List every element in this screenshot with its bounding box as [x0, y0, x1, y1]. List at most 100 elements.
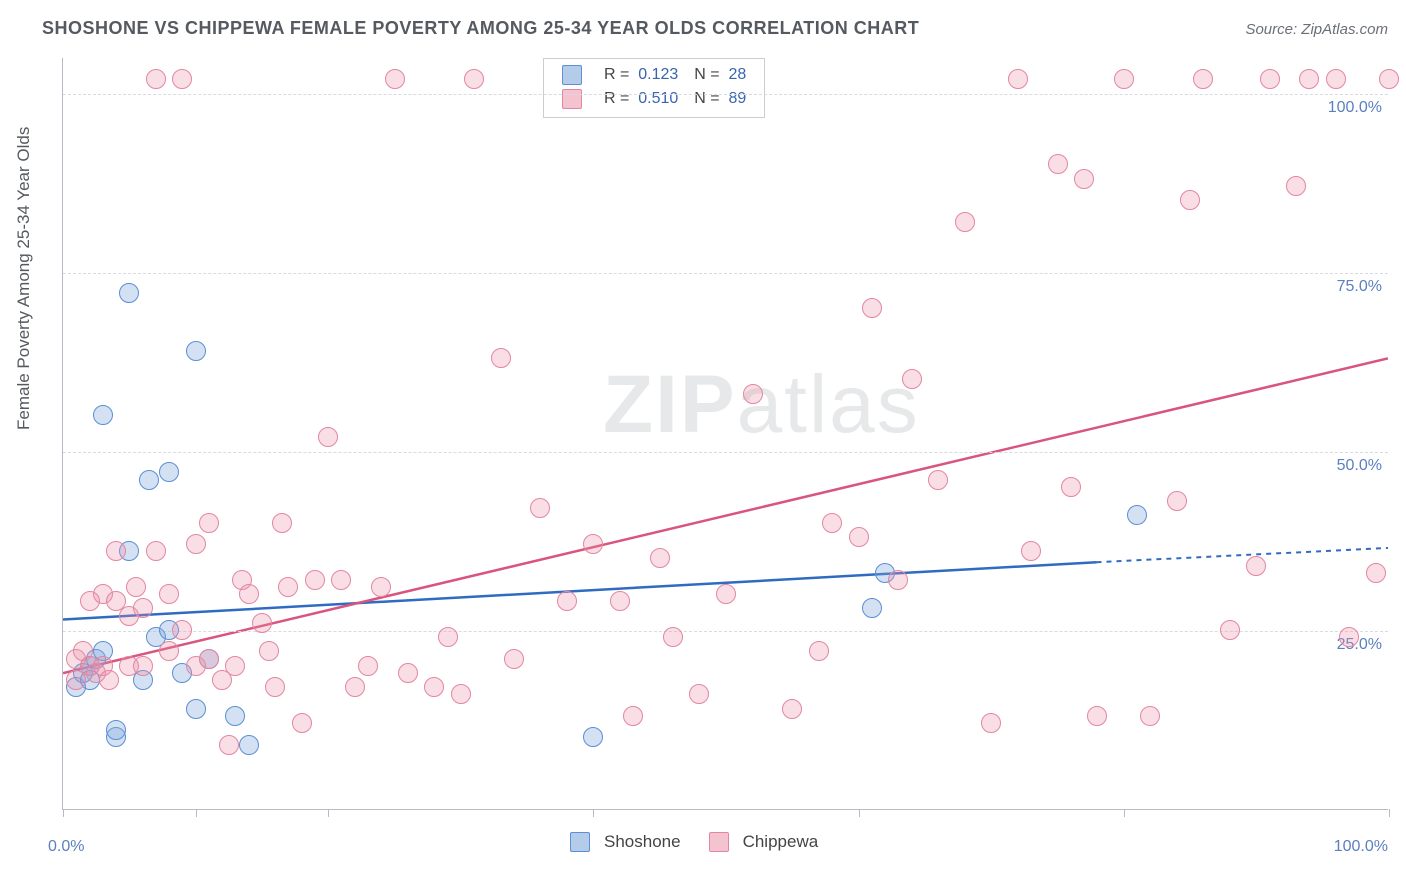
source-label: Source: ZipAtlas.com — [1245, 21, 1388, 38]
y-tick-label: 50.0% — [1337, 457, 1382, 475]
r-value-shoshone: 0.123 — [638, 66, 678, 83]
data-point — [955, 212, 975, 232]
data-point — [331, 570, 351, 590]
x-tick-label-max: 100.0% — [1334, 838, 1388, 856]
trend-line — [63, 562, 1097, 619]
legend-correlation: R = 0.123 N = 28 R = 0.510 N = 89 — [543, 58, 765, 118]
data-point — [862, 598, 882, 618]
data-point — [424, 677, 444, 697]
data-point — [1366, 563, 1386, 583]
data-point — [849, 527, 869, 547]
data-point — [186, 699, 206, 719]
data-point — [1114, 69, 1134, 89]
trend-line-extension — [1097, 548, 1389, 562]
x-tick — [1389, 809, 1390, 817]
data-point — [438, 627, 458, 647]
x-tick — [859, 809, 860, 817]
data-point — [689, 684, 709, 704]
data-point — [265, 677, 285, 697]
x-tick — [328, 809, 329, 817]
gridline-h — [63, 273, 1388, 274]
data-point — [159, 584, 179, 604]
data-point — [1021, 541, 1041, 561]
y-tick-label: 75.0% — [1337, 278, 1382, 296]
data-point — [225, 656, 245, 676]
data-point — [126, 577, 146, 597]
data-point — [743, 384, 763, 404]
data-point — [583, 727, 603, 747]
data-point — [862, 298, 882, 318]
x-tick — [593, 809, 594, 817]
swatch-chippewa-icon — [709, 832, 729, 852]
data-point — [305, 570, 325, 590]
data-point — [358, 656, 378, 676]
data-point — [219, 735, 239, 755]
x-tick — [63, 809, 64, 817]
data-point — [504, 649, 524, 669]
data-point — [133, 598, 153, 618]
data-point — [99, 670, 119, 690]
data-point — [1326, 69, 1346, 89]
data-point — [610, 591, 630, 611]
gridline-h — [63, 94, 1388, 95]
chart-title: SHOSHONE VS CHIPPEWA FEMALE POVERTY AMON… — [42, 18, 919, 39]
data-point — [583, 534, 603, 554]
data-point — [1299, 69, 1319, 89]
legend-item-chippewa: Chippewa — [709, 832, 819, 852]
data-point — [239, 584, 259, 604]
data-point — [133, 656, 153, 676]
data-point — [623, 706, 643, 726]
swatch-shoshone — [562, 65, 582, 85]
data-point — [1246, 556, 1266, 576]
data-point — [1061, 477, 1081, 497]
data-point — [928, 470, 948, 490]
data-point — [278, 577, 298, 597]
watermark-rest: atlas — [737, 359, 920, 450]
data-point — [663, 627, 683, 647]
legend-label-shoshone: Shoshone — [604, 832, 681, 852]
data-point — [239, 735, 259, 755]
legend-table: R = 0.123 N = 28 R = 0.510 N = 89 — [554, 63, 754, 111]
data-point — [371, 577, 391, 597]
gridline-h — [63, 452, 1388, 453]
n-value-shoshone: 28 — [729, 66, 747, 83]
data-point — [146, 69, 166, 89]
data-point — [1180, 190, 1200, 210]
data-point — [1127, 505, 1147, 525]
n-label: N = — [694, 66, 719, 83]
swatch-shoshone-icon — [570, 832, 590, 852]
data-point — [981, 713, 1001, 733]
data-point — [451, 684, 471, 704]
data-point — [464, 69, 484, 89]
data-point — [1140, 706, 1160, 726]
data-point — [146, 541, 166, 561]
legend-series: Shoshone Chippewa — [570, 832, 818, 852]
x-tick-label-min: 0.0% — [48, 838, 84, 856]
r-label: R = — [604, 90, 629, 107]
data-point — [385, 69, 405, 89]
data-point — [1048, 154, 1068, 174]
data-point — [172, 69, 192, 89]
n-value-chippewa: 89 — [729, 90, 747, 107]
data-point — [119, 283, 139, 303]
data-point — [398, 663, 418, 683]
legend-row-chippewa: R = 0.510 N = 89 — [554, 87, 754, 111]
data-point — [159, 462, 179, 482]
swatch-chippewa — [562, 89, 582, 109]
data-point — [1074, 169, 1094, 189]
y-axis-label: Female Poverty Among 25-34 Year Olds — [14, 127, 34, 430]
data-point — [782, 699, 802, 719]
data-point — [1379, 69, 1399, 89]
data-point — [1193, 69, 1213, 89]
data-point — [888, 570, 908, 590]
data-point — [1087, 706, 1107, 726]
data-point — [186, 534, 206, 554]
y-tick-label: 100.0% — [1328, 99, 1382, 117]
legend-label-chippewa: Chippewa — [743, 832, 819, 852]
data-point — [1260, 69, 1280, 89]
x-tick — [1124, 809, 1125, 817]
data-point — [225, 706, 245, 726]
data-point — [186, 341, 206, 361]
data-point — [809, 641, 829, 661]
data-point — [272, 513, 292, 533]
